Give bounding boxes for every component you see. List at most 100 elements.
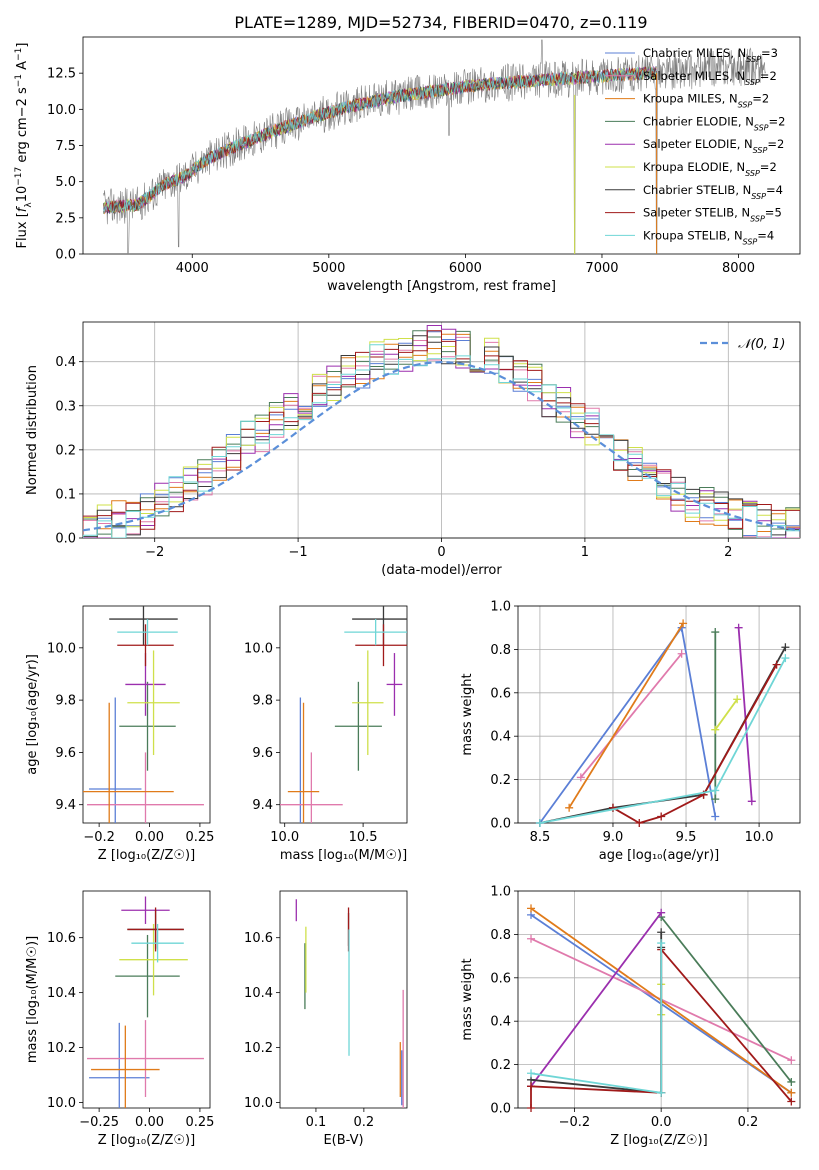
- x-tick-label: 2: [724, 545, 732, 560]
- legend-label: Chabrier ELODIE, NSSP=2: [643, 114, 785, 131]
- series-point: [711, 786, 720, 795]
- axes-frame: [279, 605, 408, 824]
- y-tick-label: 0.0: [55, 248, 76, 263]
- series-point: [576, 773, 585, 782]
- x-tick-label: 0.0: [651, 1115, 672, 1130]
- x-axis-label: Z [log₁₀(Z/Z☉)]: [610, 1133, 707, 1148]
- x-tick-label: −2: [145, 545, 164, 560]
- legend-label: Salpeter ELODIE, NSSP=2: [643, 137, 784, 155]
- axes-frame: [82, 890, 211, 1109]
- x-tick-label: 1: [581, 545, 589, 560]
- legend-label: Salpeter MILES, NSSP=2: [643, 69, 777, 87]
- series-point: [747, 797, 756, 806]
- series-point: [787, 1097, 796, 1106]
- series-line: [580, 653, 683, 778]
- series-line: [660, 916, 793, 1083]
- x-tick-label: 0.25: [185, 830, 214, 845]
- x-tick-label: 10.5: [349, 830, 378, 845]
- y-tick-label: 9.6: [55, 746, 76, 761]
- x-axis-label: mass [log₁₀(M/M☉)]: [280, 848, 407, 863]
- y-tick-label: 0.3: [55, 399, 76, 414]
- y-tick-label: 2.5: [55, 211, 76, 226]
- y-tick-label: 10.0: [47, 1096, 76, 1111]
- axes-frame: [82, 605, 211, 824]
- y-tick-label: 0.6: [490, 971, 511, 986]
- y-axis-label: Normed distribution: [25, 365, 40, 495]
- x-tick-label: 8000: [722, 261, 755, 276]
- y-tick-label: 10.2: [244, 1041, 273, 1056]
- age-vs-mass-panel: 10.0 10.5 9.4 9.6 9.8 10.0 mass [log₁₀(M/M☉)]: [244, 605, 408, 863]
- y-tick-label: 1.0: [490, 885, 511, 900]
- axes-frame: [82, 36, 801, 255]
- x-tick-label: 10.0: [745, 830, 774, 845]
- series-point: [527, 904, 536, 913]
- series-line: [539, 625, 717, 824]
- legend-label: Salpeter STELIB, NSSP=5: [643, 206, 782, 224]
- y-tick-label: 10.4: [244, 986, 273, 1001]
- y-tick-label: 12.5: [47, 67, 76, 82]
- series-point: [711, 795, 720, 804]
- series-point: [657, 812, 666, 821]
- legend-label: Kroupa STELIB, NSSP=4: [643, 228, 774, 246]
- x-tick-label: −0.2: [83, 830, 115, 845]
- y-tick-label: 0.0: [55, 532, 76, 547]
- y-axis-label: Flux [fλ10−17 erg cm−2 s−1 A−1]: [14, 43, 34, 249]
- x-tick-label: 0: [437, 545, 445, 560]
- series-line: [539, 657, 787, 824]
- x-axis-label: (data-model)/error: [381, 563, 502, 578]
- x-axis-label: age [log₁₀(age/yr)]: [599, 848, 720, 863]
- series-line: [714, 698, 738, 731]
- model-line: [103, 66, 657, 214]
- series-point: [565, 803, 574, 812]
- series-point: [733, 695, 742, 704]
- normal-curve: [82, 360, 801, 532]
- series-line: [530, 912, 662, 1087]
- series-line: [530, 932, 663, 1094]
- y-tick-label: 0.4: [55, 355, 76, 370]
- age-vs-metallicity-panel: −0.2 0.00 0.25 9.4 9.6 9.8 10.0 Z [log₁₀(Z/Z☉)]…: [25, 605, 214, 863]
- legend-label: Kroupa MILES, NSSP=2: [643, 92, 769, 110]
- axes-frame: [279, 890, 408, 1109]
- y-tick-label: 5.0: [55, 175, 76, 190]
- series-point: [608, 803, 617, 812]
- series-point: [527, 934, 536, 943]
- y-axis-label: mass weight: [460, 958, 475, 1040]
- x-tick-label: 6000: [449, 261, 482, 276]
- x-tick-label: 10.0: [270, 830, 299, 845]
- residuals-panel: −2 −1 0 1 2 0.0 0.1 0.2 0.3 0.4 (data-model)/error…: [25, 321, 801, 578]
- series-point: [657, 939, 666, 948]
- x-axis-label: wavelength [Angstrom, rest frame]: [327, 279, 556, 294]
- histogram-step: [83, 344, 800, 538]
- y-tick-label: 0.2: [490, 773, 511, 788]
- x-tick-label: 9.0: [603, 830, 624, 845]
- y-tick-label: 10.2: [47, 1041, 76, 1056]
- data-spectrum-line: [103, 39, 766, 254]
- y-tick-label: 0.8: [490, 928, 511, 943]
- x-tick-label: 0.2: [738, 1115, 759, 1130]
- series-point: [527, 1082, 536, 1091]
- series-point: [527, 1104, 536, 1112]
- series-point: [527, 1069, 536, 1078]
- x-tick-label: 4000: [176, 261, 209, 276]
- x-axis-label: Z [log₁₀(Z/Z☉)]: [98, 848, 195, 863]
- x-tick-label: 0.00: [135, 830, 164, 845]
- figure-title: PLATE=1289, MJD=52734, FIBERID=0470, z=0…: [234, 13, 647, 32]
- series-point: [535, 819, 544, 827]
- x-axis-label: E(B-V): [323, 1133, 363, 1148]
- legend-label: 𝒩(0, 1): [738, 337, 785, 352]
- y-tick-label: 0.0: [490, 817, 511, 832]
- x-tick-label: 8.5: [530, 830, 551, 845]
- series-point: [657, 908, 666, 917]
- x-tick-label: 7000: [585, 261, 618, 276]
- y-tick-label: 0.6: [490, 686, 511, 701]
- x-tick-label: −0.2: [559, 1115, 591, 1130]
- series-point: [787, 1077, 796, 1086]
- y-tick-label: 10.0: [244, 1096, 273, 1111]
- x-tick-label: −1: [289, 545, 308, 560]
- series-line: [530, 943, 663, 1094]
- y-tick-label: 0.0: [490, 1102, 511, 1117]
- y-tick-label: 10.6: [244, 931, 273, 946]
- y-tick-label: 0.2: [490, 1058, 511, 1073]
- y-tick-label: 9.6: [252, 746, 273, 761]
